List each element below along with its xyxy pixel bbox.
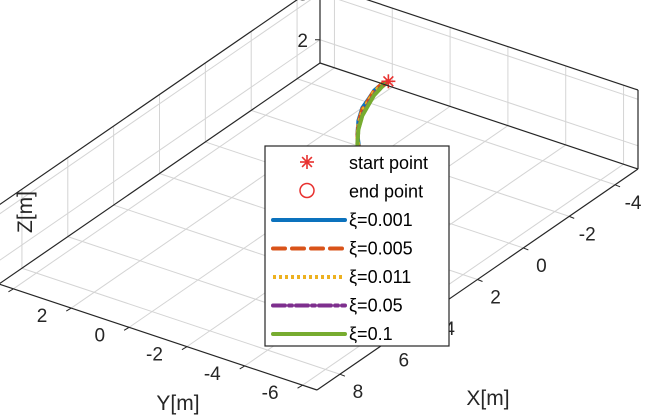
x-tick-label: -2	[579, 224, 596, 245]
x-tick-label: 6	[398, 351, 409, 372]
x-axis-label: X[m]	[466, 387, 509, 410]
x-tick	[523, 247, 529, 251]
legend-entry-label: ξ=0.001	[349, 210, 413, 230]
x-tick	[569, 215, 575, 219]
legend-entry-label: start point	[349, 153, 428, 173]
floor-back-edge	[0, 62, 321, 285]
x-tick-label: 0	[536, 256, 547, 277]
y-axis-line	[0, 283, 318, 391]
top-back-edge	[0, 0, 298, 206]
y-tick	[239, 365, 245, 370]
legend-box	[264, 145, 450, 347]
legend-start-point-marker	[300, 155, 314, 169]
y-axis-label: Y[m]	[156, 392, 199, 415]
x-tick	[477, 279, 483, 282]
side-wall-gridline-z	[319, 39, 639, 147]
floor-gridline-y	[70, 86, 393, 309]
legend-entry-label: ξ=0.005	[349, 239, 413, 259]
top-side-edge	[366, 0, 639, 91]
z-tick-label: 2	[297, 31, 308, 52]
back-wall-gridline-z	[0, 0, 312, 215]
y-tick	[297, 384, 303, 389]
x-tick	[614, 184, 621, 188]
floor-far-edge	[319, 62, 639, 170]
side-wall-gridline-z	[338, 0, 639, 100]
y-tick	[8, 288, 14, 293]
y-tick-label: 2	[37, 306, 48, 327]
x-tick-label: 4	[444, 319, 455, 340]
y-tick	[123, 326, 130, 331]
floor-gridline-x	[21, 267, 341, 375]
z-tick-label: 3	[297, 0, 308, 5]
legend: start point end point ξ=0.001 ξ=0.005 ξ=0.01…	[264, 145, 450, 347]
y-tick-label: -2	[146, 345, 163, 366]
x-tick-label: 2	[490, 288, 501, 309]
legend-entry-label: ξ=0.05	[349, 296, 403, 316]
legend-entry-label: ξ=0.011	[349, 267, 411, 287]
floor-gridline-x	[296, 78, 616, 186]
y-tick	[181, 346, 188, 351]
legend-entry-label: end point	[349, 182, 423, 202]
floor-gridline-y	[13, 67, 335, 290]
x-tick	[339, 373, 346, 377]
floor-gridline-y	[302, 163, 624, 386]
back-wall-gridline-z	[0, 39, 321, 261]
x-tick-label: -4	[625, 193, 642, 214]
y-tick-label: -6	[262, 383, 279, 404]
y-tick-label: 0	[95, 325, 106, 346]
y-tick-label: -4	[204, 364, 221, 385]
y-tick	[66, 307, 72, 312]
legend-entry-label: ξ=0.1	[349, 324, 393, 344]
z-axis-label: Z[m]	[14, 191, 37, 233]
x-tick-label: 8	[353, 382, 364, 403]
legend-end-point-marker	[299, 182, 315, 199]
